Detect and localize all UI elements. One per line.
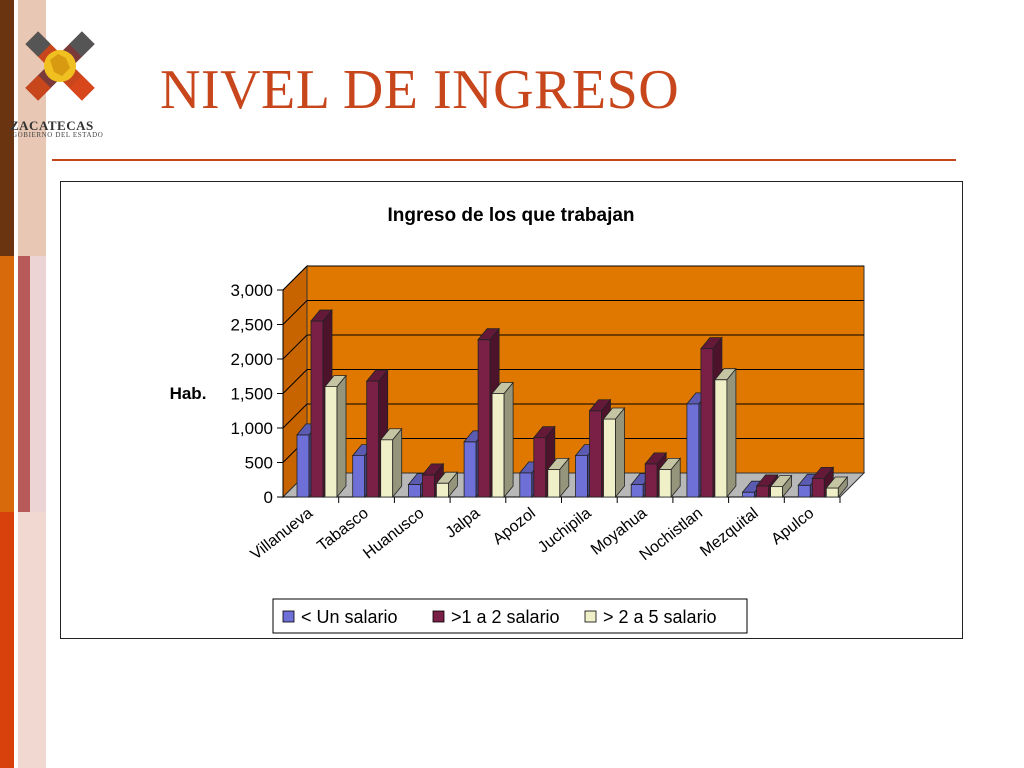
gridline (282, 403, 308, 429)
bar (575, 455, 588, 498)
x-tick-label: Nochistlan (637, 505, 706, 564)
legend-label: > 2 a 5 salario (603, 607, 717, 627)
bar (421, 474, 435, 498)
bar (742, 491, 755, 498)
bar-top (588, 399, 612, 412)
bar-top (700, 337, 723, 350)
bar-chart: Ingreso de los que trabajan 0 500 1,000 1,50… (170, 205, 866, 634)
legend-label: >1 a 2 salario (451, 607, 560, 627)
y-tick-label: 0 (264, 488, 273, 507)
side-strip-bottom (0, 512, 46, 768)
bar-top (421, 463, 445, 476)
bar (435, 482, 449, 498)
bar (366, 380, 380, 498)
bar (714, 379, 728, 498)
bar-side (336, 374, 347, 499)
bar (352, 455, 366, 498)
bar-top (714, 368, 737, 381)
x-tick-label: Jalpa (443, 505, 484, 542)
bar-top (658, 457, 682, 470)
gridline (282, 265, 308, 291)
gridline (282, 334, 308, 360)
bar-top (435, 471, 459, 484)
bar (658, 468, 672, 498)
zacatecas-logo-icon (25, 31, 95, 101)
y-tick-label: 1,500 (230, 385, 273, 404)
bar (491, 393, 505, 498)
bar (296, 434, 310, 498)
bar (811, 477, 825, 498)
bar-top (546, 457, 570, 470)
bar-top (532, 426, 556, 439)
bar-top (491, 382, 514, 394)
legend-swatch (432, 610, 445, 623)
bar-side (503, 381, 514, 499)
y-tick-label: 2,500 (230, 316, 273, 335)
bar-top (477, 328, 500, 341)
bar (603, 418, 616, 498)
legend-swatch (282, 610, 295, 623)
gridline (282, 300, 308, 325)
bar (630, 484, 644, 498)
bar (463, 441, 477, 498)
legend-swatch (584, 610, 597, 623)
legend-box (272, 598, 748, 634)
bar (797, 484, 811, 498)
bar (324, 386, 338, 498)
x-tick-label: Apulco (768, 505, 817, 549)
x-tick-label: Huanusco (360, 505, 427, 563)
bar (589, 410, 602, 498)
y-tick-label: 1,000 (230, 419, 273, 438)
bar (770, 486, 783, 498)
x-tick-label: Apozol (490, 505, 539, 549)
bar-side (726, 367, 737, 499)
gridline (282, 369, 308, 394)
bar-top (379, 428, 403, 441)
bar-top (644, 452, 668, 465)
legend-label: < Un salario (301, 607, 398, 627)
title-divider (52, 159, 956, 161)
chart-title: Ingreso de los que trabajan (387, 205, 634, 226)
bar (825, 487, 839, 498)
bar (547, 468, 561, 498)
side-strip-middle (0, 256, 46, 512)
bar (686, 403, 700, 498)
page-title: NIVEL DE INGRESO (160, 59, 680, 121)
bar-top (365, 369, 389, 382)
bar-top (602, 407, 626, 420)
y-tick-label: 2,000 (230, 350, 273, 369)
bar (756, 485, 769, 498)
bar-top (755, 474, 779, 487)
logo-wordmark: ZACATECAS (10, 118, 94, 133)
bar-top (324, 375, 347, 388)
bar-top (310, 309, 333, 322)
bar (407, 484, 421, 498)
bar-top (825, 476, 849, 489)
bar (644, 463, 658, 498)
bar (519, 472, 533, 498)
y-tick-label: 3,000 (230, 281, 273, 300)
y-tick-label: 500 (245, 454, 273, 473)
logo-subtext: GOBIERNO DEL ESTADO (12, 131, 104, 139)
x-tick-label: Juchipila (535, 505, 595, 557)
bar-side (392, 427, 403, 499)
bar (380, 439, 394, 498)
bar-side (615, 406, 625, 499)
bar-top (769, 475, 793, 488)
bar (477, 339, 491, 498)
x-tick-label: Villanueva (248, 505, 316, 564)
bar (533, 437, 547, 498)
bar-top (811, 466, 835, 479)
bar (700, 348, 714, 498)
x-tick-label: Mezquital (697, 505, 761, 561)
bar (310, 320, 324, 498)
y-axis-label: Hab. (170, 384, 207, 403)
